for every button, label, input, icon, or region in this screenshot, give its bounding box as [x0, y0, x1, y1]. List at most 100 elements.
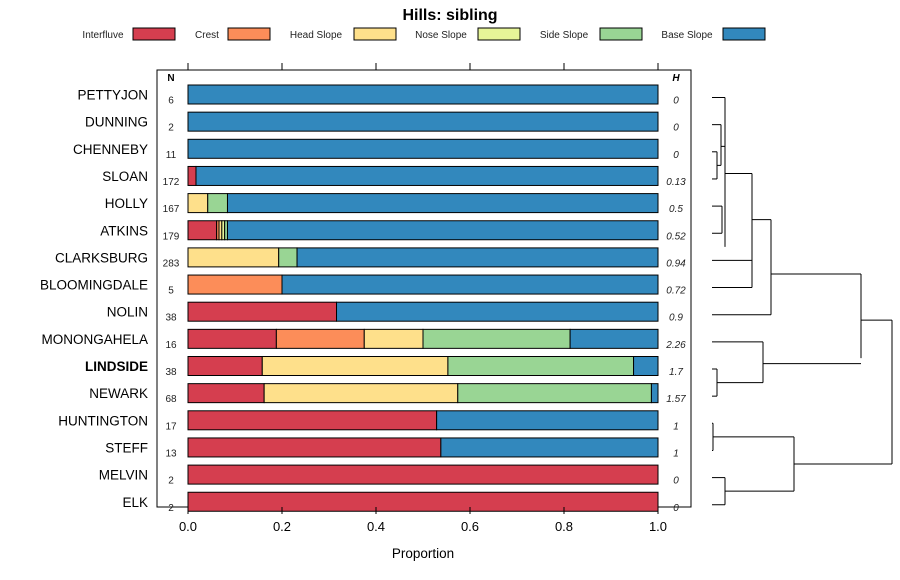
bar-segment-interfluve — [187, 437, 442, 458]
n-value: 38 — [165, 367, 177, 378]
n-value: 68 — [165, 394, 177, 405]
h-value: 0.52 — [666, 231, 686, 242]
bar-segment-interfluve — [187, 491, 659, 512]
soil-label-huntington: HUNTINGTON — [58, 413, 148, 428]
n-value: 11 — [166, 150, 177, 161]
x-tick-label: 0.0 — [179, 519, 197, 534]
n-header: N — [167, 73, 174, 84]
legend-label-interfluve: Interfluve — [82, 30, 124, 41]
bar-segment-interfluve — [187, 328, 277, 349]
h-value: 0.5 — [669, 204, 683, 215]
legend-swatch-base-slope — [722, 27, 766, 41]
h-value: 1 — [673, 448, 679, 459]
legend-label-head-slope: Head Slope — [290, 30, 343, 41]
bar-segment-base-slope — [296, 247, 659, 268]
row-holly: HOLLY 167 0.5 — [105, 193, 683, 215]
n-value: 2 — [168, 123, 174, 134]
bar-segment-crest — [275, 328, 365, 349]
n-value: 6 — [168, 96, 174, 107]
soil-label-lindside: LINDSIDE — [85, 359, 148, 374]
bar-segment-side-slope — [278, 247, 298, 268]
h-value: 0 — [673, 150, 679, 161]
soil-label-chenneby: CHENNEBY — [73, 142, 148, 157]
bar-segment-head-slope — [263, 383, 459, 404]
row-nolin: NOLIN 38 0.9 — [107, 301, 683, 324]
h-value: 0 — [673, 503, 679, 514]
bar-segment-side-slope — [457, 383, 652, 404]
legend-label-base-slope: Base Slope — [661, 30, 713, 41]
chart-title: Hills: sibling — [402, 7, 497, 24]
row-huntington: HUNTINGTON 17 1 — [58, 410, 679, 432]
soil-label-melvin: MELVIN — [99, 468, 148, 483]
x-tick-label: 1.0 — [649, 519, 667, 534]
legend-swatch-nose-slope — [477, 27, 521, 41]
soil-label-clarksburg: CLARKSBURG — [55, 250, 148, 265]
legend-swatch-interfluve — [132, 27, 176, 41]
row-lindside: LINDSIDE 38 1.7 — [85, 356, 683, 378]
n-value: 179 — [163, 231, 180, 242]
soil-label-nolin: NOLIN — [107, 305, 148, 320]
n-value: 5 — [168, 286, 174, 297]
bar-segment-base-slope — [187, 138, 659, 159]
row-clarksburg: CLARKSBURG 283 0.94 — [55, 247, 686, 269]
legend-label-nose-slope: Nose Slope — [415, 30, 467, 41]
row-steff: STEFF 13 1 — [105, 437, 679, 459]
bar-segment-base-slope — [336, 301, 659, 322]
x-tick-label: 0.6 — [461, 519, 479, 534]
bar-segment-interfluve — [187, 165, 197, 186]
h-value: 0.13 — [666, 177, 686, 188]
bar-segment-base-slope — [569, 328, 659, 349]
row-elk: ELK 2 0 — [122, 491, 679, 514]
soil-label-newark: NEWARK — [89, 386, 148, 401]
row-pettyjon: PETTYJON 6 0 — [77, 84, 679, 107]
bar-segment-base-slope — [436, 410, 659, 431]
h-value: 1.57 — [666, 394, 686, 405]
legend-swatch-crest — [227, 27, 271, 41]
h-value: 1.7 — [669, 367, 683, 378]
legend-swatch-side-slope — [599, 27, 643, 41]
bar-segment-interfluve — [187, 383, 265, 404]
bar-segment-base-slope — [633, 356, 659, 376]
row-chenneby: CHENNEBY 11 0 — [73, 138, 679, 161]
legend-label-crest: Crest — [195, 30, 219, 41]
bar-segment-interfluve — [187, 356, 263, 376]
dendrogram — [712, 97, 893, 506]
n-value: 2 — [168, 503, 174, 514]
h-header: H — [672, 73, 680, 84]
n-value: 17 — [165, 421, 177, 432]
x-tick-label: 0.4 — [367, 519, 385, 534]
n-value: 167 — [163, 204, 180, 215]
n-value: 2 — [168, 476, 174, 487]
soil-label-dunning: DUNNING — [85, 115, 148, 130]
h-value: 0 — [673, 123, 679, 134]
bar-segment-head-slope — [187, 193, 209, 214]
bar-segment-interfluve — [187, 464, 659, 485]
h-value: 1 — [673, 421, 679, 432]
n-value: 13 — [165, 448, 177, 459]
row-dunning: DUNNING 2 0 — [85, 111, 679, 134]
soil-label-sloan: SLOAN — [102, 169, 148, 184]
row-monongahela: MONONGAHELA 16 2.26 — [41, 328, 686, 351]
legend-label-side-slope: Side Slope — [540, 30, 589, 41]
soil-label-pettyjon: PETTYJON — [77, 88, 148, 103]
x-tick-label: 0.8 — [555, 519, 573, 534]
bar-segment-side-slope — [447, 356, 635, 376]
n-value: 16 — [165, 340, 177, 351]
row-atkins: ATKINS 179 0.52 — [100, 220, 686, 242]
soil-label-atkins: ATKINS — [100, 223, 148, 238]
h-value: 0.72 — [666, 286, 686, 297]
n-value: 283 — [163, 258, 180, 269]
legend-swatch-head-slope — [353, 27, 397, 41]
bar-segment-base-slope — [187, 111, 659, 132]
legend: Interfluve Crest Head Slope Nose Slope Side … — [82, 27, 766, 41]
h-value: 0 — [673, 96, 679, 107]
x-axis-label: Proportion — [392, 546, 454, 561]
bar-segment-side-slope — [207, 193, 228, 214]
bar-segment-interfluve — [187, 301, 338, 322]
row-bloomingdale: BLOOMINGDALE 5 0.72 — [40, 274, 686, 297]
bar-segment-base-slope — [187, 84, 659, 105]
h-value: 0 — [673, 476, 679, 487]
bar-segment-crest — [187, 274, 283, 295]
